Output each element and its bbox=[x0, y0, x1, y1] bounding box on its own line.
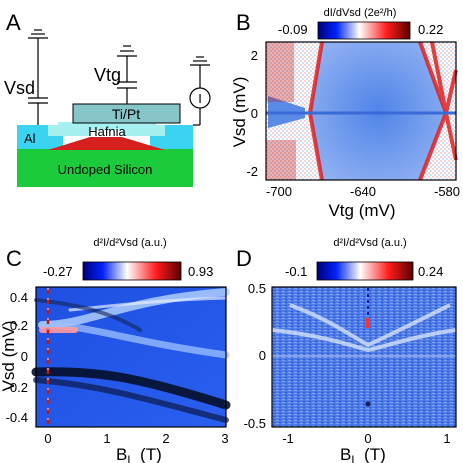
cbar-min-d: -0.1 bbox=[285, 264, 307, 279]
ytick-b-2: -2 bbox=[246, 164, 258, 179]
cbar-min-c: -0.27 bbox=[43, 264, 73, 279]
heatmap-d bbox=[271, 286, 457, 428]
panel-a: A Undoped Silicon Al Hafnia Ti/Pt Vsd bbox=[4, 10, 211, 187]
ylabel-b: Vsd (mV) bbox=[230, 77, 249, 148]
xtick-d-0: -1 bbox=[282, 431, 294, 446]
xlabel-c-main: B bbox=[116, 445, 127, 463]
colorbar-d bbox=[316, 261, 414, 281]
panel-letter-d: D bbox=[236, 246, 252, 271]
vsd-label: Vsd bbox=[4, 78, 35, 98]
panel-d: D d²I/d²Vsd (a.u.) -0.1 0.24 0.5 0 -0.5 … bbox=[236, 237, 457, 463]
silicon-substrate bbox=[17, 148, 193, 187]
xlabel-d-main: B bbox=[340, 445, 351, 463]
ytick-c-3: -0.2 bbox=[6, 380, 28, 395]
panel-c: C d²I/d²Vsd (a.u.) -0.27 0.93 0.4 0.2 0 … bbox=[0, 237, 231, 463]
vsd-source bbox=[28, 29, 48, 125]
panel-b: B dI/dVsd (2e²/h) -0.09 0.22 2 bbox=[230, 7, 460, 220]
colorbar-b bbox=[317, 21, 411, 40]
current-symbol: I bbox=[198, 91, 202, 106]
vtg-label: Vtg bbox=[94, 65, 121, 85]
xtick-c-2: 2 bbox=[162, 431, 169, 446]
xtick-b-2: -580 bbox=[434, 184, 460, 199]
xlabel-d: BL (T) bbox=[340, 445, 386, 463]
heatmap-c bbox=[31, 286, 231, 428]
xtick-b-1: -640 bbox=[350, 184, 376, 199]
ytick-d-2: -0.5 bbox=[244, 416, 266, 431]
cbar-max-b: 0.22 bbox=[418, 22, 443, 37]
xtick-b-0: -700 bbox=[266, 184, 292, 199]
ytick-d-1: 0 bbox=[259, 348, 266, 363]
substrate-label: Undoped Silicon bbox=[58, 162, 153, 177]
ytick-d-0: 0.5 bbox=[248, 281, 266, 296]
colorbar-label-d: d²I/d²Vsd (a.u.) bbox=[333, 237, 406, 249]
current-meter bbox=[189, 56, 211, 126]
ylabel-c: Vsd (mV) bbox=[0, 321, 18, 392]
ytick-c-4: -0.4 bbox=[6, 410, 28, 425]
xtick-c-1: 1 bbox=[103, 431, 110, 446]
ytick-c-2: 0 bbox=[21, 349, 28, 364]
panel-letter-a: A bbox=[6, 10, 21, 35]
xtick-d-2: 1 bbox=[443, 431, 450, 446]
xtick-d-1: 0 bbox=[364, 431, 371, 446]
ytick-c-0: 0.4 bbox=[10, 290, 28, 305]
cbar-max-c: 0.93 bbox=[188, 264, 213, 279]
colorbar-label-b: dI/dVsd (2e²/h) bbox=[324, 7, 397, 19]
nanowire bbox=[48, 137, 165, 150]
hafnia-top bbox=[58, 122, 156, 128]
xlabel-c-unit: (T) bbox=[140, 445, 162, 463]
panel-letter-c: C bbox=[6, 246, 22, 271]
vtg-source bbox=[117, 45, 137, 104]
hafnia-label: Hafnia bbox=[88, 124, 126, 139]
xtick-c-3: 3 bbox=[221, 431, 228, 446]
gate-label: Ti/Pt bbox=[112, 106, 140, 122]
ytick-b-0: 2 bbox=[251, 48, 258, 63]
xlabel-b: Vtg (mV) bbox=[328, 201, 395, 220]
xlabel-c: BL (T) bbox=[116, 445, 162, 463]
xlabel-d-unit: (T) bbox=[364, 445, 386, 463]
cbar-min-b: -0.09 bbox=[278, 22, 308, 37]
heatmap-b bbox=[265, 41, 458, 181]
xlabel-d-sub: L bbox=[351, 453, 358, 463]
panel-letter-b: B bbox=[236, 10, 251, 35]
al-label: Al bbox=[24, 131, 36, 146]
ytick-b-1: 0 bbox=[251, 106, 258, 121]
xtick-c-0: 0 bbox=[44, 431, 51, 446]
colorbar-c bbox=[82, 261, 182, 281]
ytick-c-1: 0.2 bbox=[10, 318, 28, 333]
cbar-max-d: 0.24 bbox=[418, 264, 443, 279]
xlabel-c-sub: L bbox=[127, 453, 134, 463]
colorbar-label-c: d²I/d²Vsd (a.u.) bbox=[93, 237, 166, 249]
